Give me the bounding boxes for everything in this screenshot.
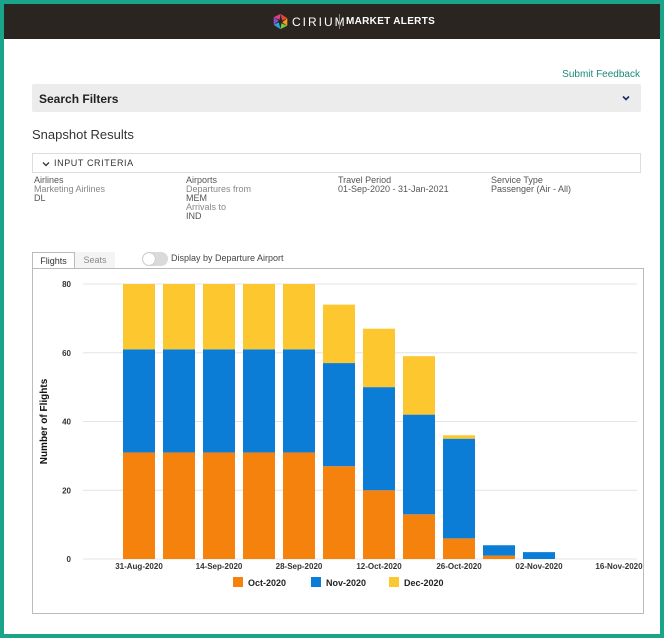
x-tick-label: 12-Oct-2020: [356, 562, 402, 571]
x-tick-label: 16-Nov-2020: [595, 562, 643, 571]
criteria-arrivals-label: Arrivals to: [186, 202, 227, 212]
bar-segment-oct-2020: [323, 466, 355, 559]
x-tick-label: 14-Sep-2020: [196, 562, 243, 571]
bar-segment-oct-2020: [403, 514, 435, 559]
bar-segment-oct-2020: [243, 452, 275, 559]
y-tick-label: 60: [62, 349, 71, 358]
search-filters-title: Search Filters: [39, 92, 119, 106]
top-bar: CIRIUM MARKET ALERTS: [4, 4, 660, 39]
bar-segment-nov-2020: [403, 414, 435, 515]
y-axis-title: Number of Flights: [39, 378, 50, 464]
bar-segment-nov-2020: [443, 438, 475, 539]
bar-segment-dec-2020: [163, 284, 195, 350]
legend-swatch: [389, 577, 399, 587]
legend-label: Oct-2020: [248, 578, 286, 588]
y-tick-label: 0: [67, 555, 72, 564]
departure-airport-toggle-label: Display by Departure Airport: [171, 253, 284, 263]
criteria-airlines-value: DL: [34, 193, 46, 203]
legend-label: Dec-2020: [404, 578, 444, 588]
bar-segment-nov-2020: [283, 349, 315, 453]
submit-feedback-link[interactable]: Submit Feedback: [562, 69, 640, 80]
bar-segment-nov-2020: [123, 349, 155, 453]
bar-segment-oct-2020: [203, 452, 235, 559]
bar-segment-oct-2020: [283, 452, 315, 559]
bar-segment-nov-2020: [163, 349, 195, 453]
bar-segment-oct-2020: [163, 452, 195, 559]
snapshot-results-title: Snapshot Results: [32, 127, 134, 142]
x-tick-label: 28-Sep-2020: [276, 562, 323, 571]
bar-segment-oct-2020: [123, 452, 155, 559]
bar-segment-nov-2020: [483, 545, 515, 556]
criteria-travel-value: 01-Sep-2020 - 31-Jan-2021: [338, 184, 449, 194]
tab-seats[interactable]: Seats: [75, 252, 115, 269]
criteria-airlines: Airlines Marketing Airlines DL: [34, 176, 105, 203]
criteria-departures-value: MEM: [186, 193, 207, 203]
bar-segment-oct-2020: [363, 490, 395, 559]
criteria-travel-period: Travel Period 01-Sep-2020 - 31-Jan-2021: [338, 176, 449, 194]
y-tick-label: 20: [62, 486, 71, 495]
input-criteria-label: INPUT CRITERIA: [54, 158, 134, 168]
bar-segment-dec-2020: [203, 284, 235, 350]
chevron-down-icon: [42, 162, 50, 167]
criteria-airports-label: Airports: [186, 175, 218, 185]
bar-segment-dec-2020: [363, 328, 395, 388]
tab-flights[interactable]: Flights: [32, 252, 75, 269]
x-tick-label: 02-Nov-2020: [515, 562, 563, 571]
bar-segment-dec-2020: [403, 356, 435, 415]
bar-segment-dec-2020: [443, 435, 475, 439]
criteria-airlines-sub: Marketing Airlines: [34, 184, 106, 194]
flights-stacked-bar-chart: 0 20 40 60 80 Number of Flights 31-Aug-2020 14-…: [39, 280, 643, 588]
y-tick-label: 40: [62, 418, 71, 427]
bar-segment-dec-2020: [323, 304, 355, 364]
x-tick-label: 26-Oct-2020: [436, 562, 482, 571]
y-tick-label: 80: [62, 280, 71, 289]
legend-swatch: [233, 577, 243, 587]
brand-divider: [339, 14, 340, 29]
product-name: MARKET ALERTS: [346, 16, 436, 27]
bar-segment-dec-2020: [243, 284, 275, 350]
chevron-down-icon[interactable]: [621, 93, 631, 103]
criteria-airlines-label: Airlines: [34, 175, 64, 185]
bar-segment-oct-2020: [443, 538, 475, 559]
bar-segment-dec-2020: [283, 284, 315, 350]
brand-name: CIRIUM: [292, 15, 347, 29]
search-filters-panel[interactable]: Search Filters: [32, 84, 641, 112]
bar-segment-nov-2020: [323, 363, 355, 467]
flights-chart-panel: 0 20 40 60 80 Number of Flights 31-Aug-2020 14-…: [32, 268, 644, 614]
cirium-logo-icon: [273, 13, 288, 30]
bar-segment-oct-2020: [483, 555, 515, 559]
legend-label: Nov-2020: [326, 578, 366, 588]
criteria-service-label: Service Type: [491, 175, 543, 185]
bar-segment-nov-2020: [243, 349, 275, 453]
toggle-knob: [143, 253, 155, 265]
legend-swatch: [311, 577, 321, 587]
criteria-travel-label: Travel Period: [338, 175, 392, 185]
bar-segment-nov-2020: [203, 349, 235, 453]
criteria-service-type: Service Type Passenger (Air - All): [491, 176, 571, 194]
criteria-departures-label: Departures from: [186, 184, 252, 194]
criteria-arrivals-value: IND: [186, 211, 202, 221]
bar-segment-nov-2020: [363, 387, 395, 491]
criteria-airports: Airports Departures from MEM Arrivals to…: [186, 176, 251, 221]
criteria-service-value: Passenger (Air - All): [491, 184, 572, 194]
app-window: CIRIUM MARKET ALERTS Submit Feedback Sea…: [4, 4, 660, 634]
bar-segment-dec-2020: [123, 284, 155, 350]
departure-airport-toggle[interactable]: [142, 252, 168, 266]
input-criteria-toggle[interactable]: INPUT CRITERIA: [32, 153, 641, 173]
x-tick-label: 31-Aug-2020: [115, 562, 163, 571]
bar-segment-nov-2020: [523, 552, 555, 559]
